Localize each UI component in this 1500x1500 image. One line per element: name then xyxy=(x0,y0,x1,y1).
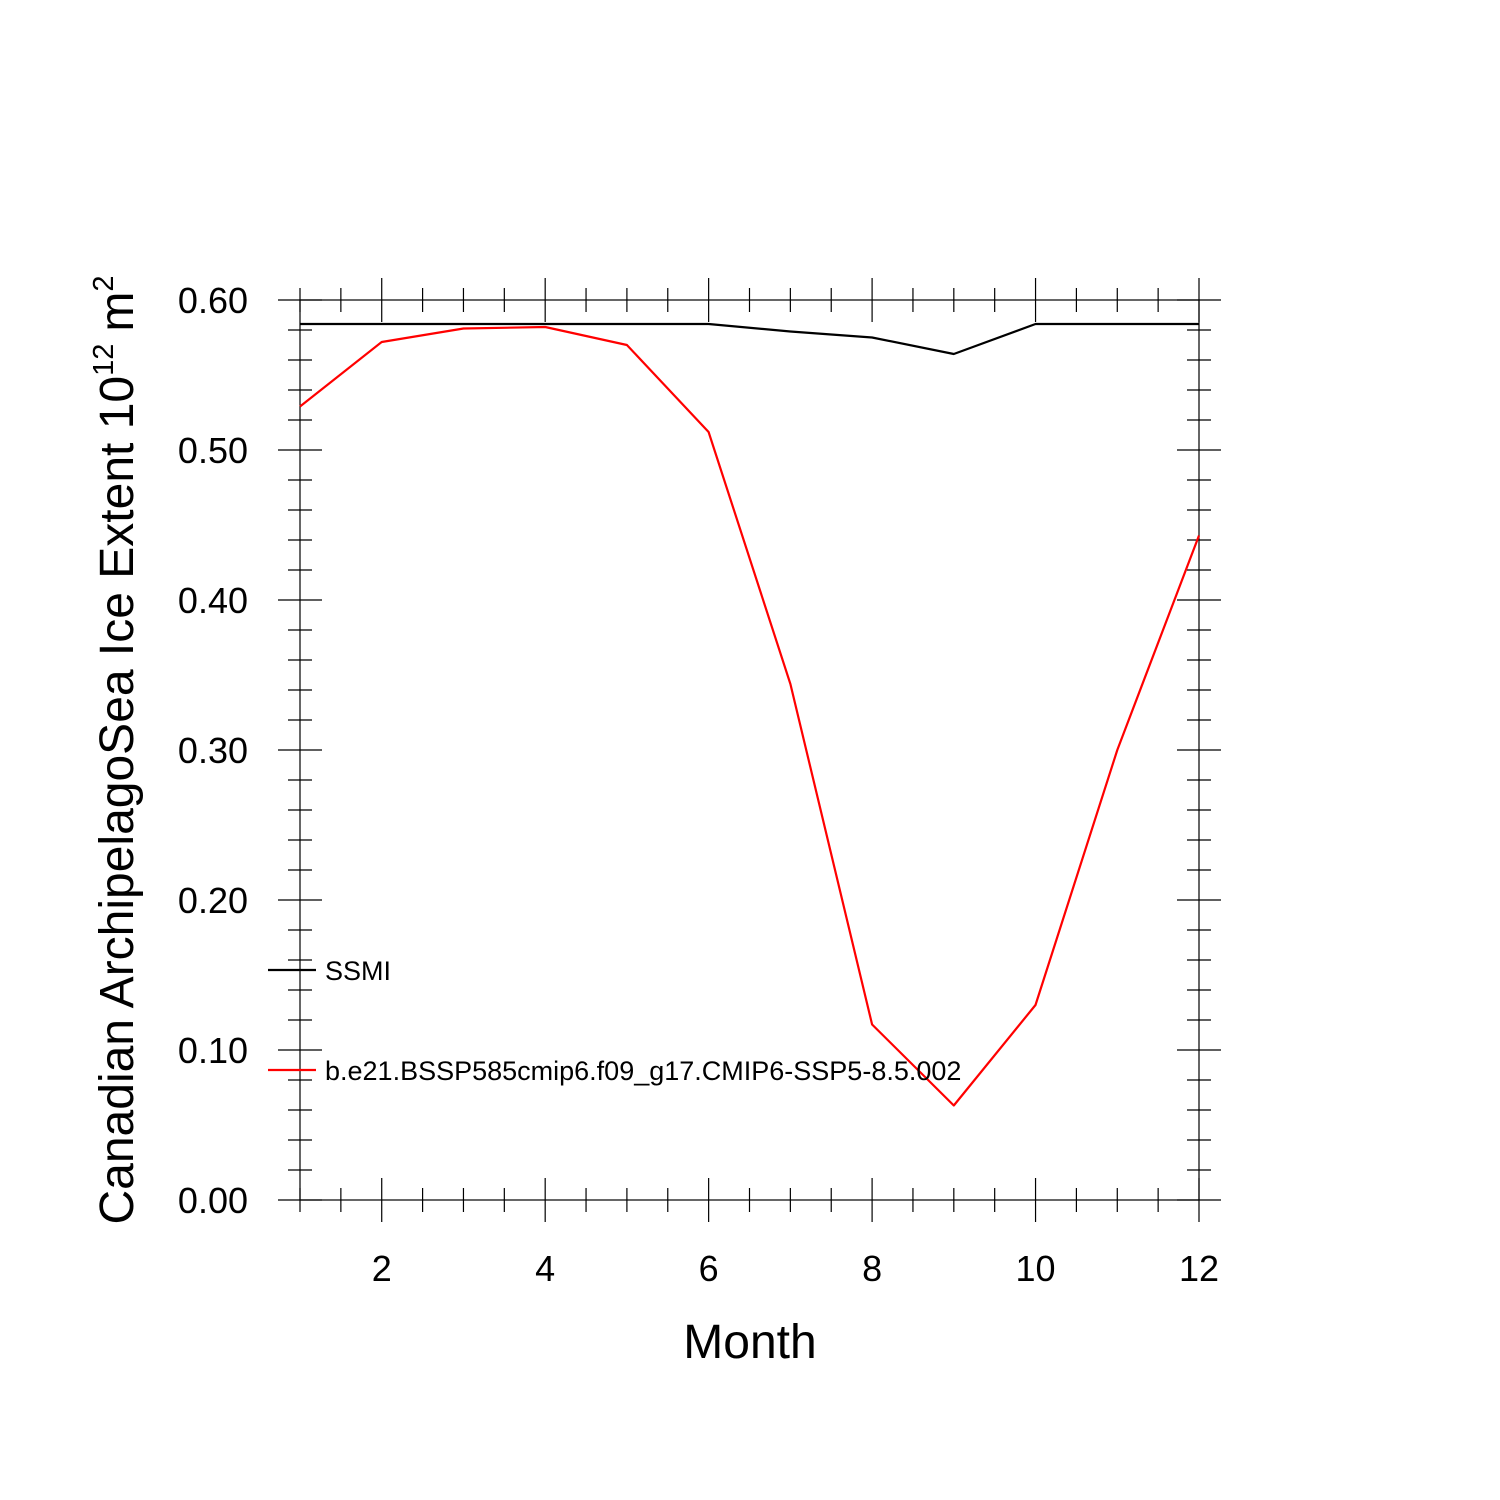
series-lines xyxy=(299,322,1201,1107)
y-tick-label: 0.20 xyxy=(178,880,248,921)
x-tick-label: 6 xyxy=(699,1248,719,1289)
y-tick-label: 0.60 xyxy=(178,280,248,321)
y-axis-title-unit-exponent: 2 xyxy=(88,276,120,292)
x-tick-label: 2 xyxy=(372,1248,392,1289)
y-tick-label: 0.30 xyxy=(178,730,248,771)
y-tick-label: 0.00 xyxy=(178,1180,248,1221)
y-axis-title-text: Canadian ArchipelagoSea Ice Extent 10 xyxy=(91,376,144,1225)
y-axis-title-unit: m xyxy=(91,292,144,332)
legend-label: b.e21.BSSP585cmip6.f09_g17.CMIP6-SSP5-8.… xyxy=(325,1056,961,1086)
y-axis-title-exponent: 12 xyxy=(88,344,120,376)
series-1 xyxy=(300,322,1199,356)
series-2 xyxy=(299,325,1201,1107)
y-tick-label: 0.40 xyxy=(178,580,248,621)
y-tick-label: 0.10 xyxy=(178,1030,248,1071)
x-tick-label: 12 xyxy=(1179,1248,1219,1289)
x-tick-labels: 2 4 6 8 10 12 xyxy=(372,1248,1219,1289)
x-tick-label: 8 xyxy=(862,1248,882,1289)
y-tick-label: 0.50 xyxy=(178,430,248,471)
series-line xyxy=(299,325,1201,1107)
y-tick-labels: 0.00 0.10 0.20 0.30 0.40 0.50 0.60 xyxy=(178,280,248,1221)
plot-frame xyxy=(299,299,1200,1201)
series-line xyxy=(300,322,1199,356)
legend-item: SSMI xyxy=(268,956,391,986)
x-axis-title: Month xyxy=(683,1316,816,1369)
legend: SSMI b.e21.BSSP585cmip6.f09_g17.CMIP6-SSP… xyxy=(268,956,961,1086)
legend-label: SSMI xyxy=(325,956,391,986)
x-tick-label: 4 xyxy=(535,1248,555,1289)
y-axis-title: Canadian ArchipelagoSea Ice Extent 1012 m… xyxy=(88,276,144,1225)
legend-item: b.e21.BSSP585cmip6.f09_g17.CMIP6-SSP5-8.… xyxy=(268,1056,961,1086)
x-tick-label: 10 xyxy=(1016,1248,1056,1289)
